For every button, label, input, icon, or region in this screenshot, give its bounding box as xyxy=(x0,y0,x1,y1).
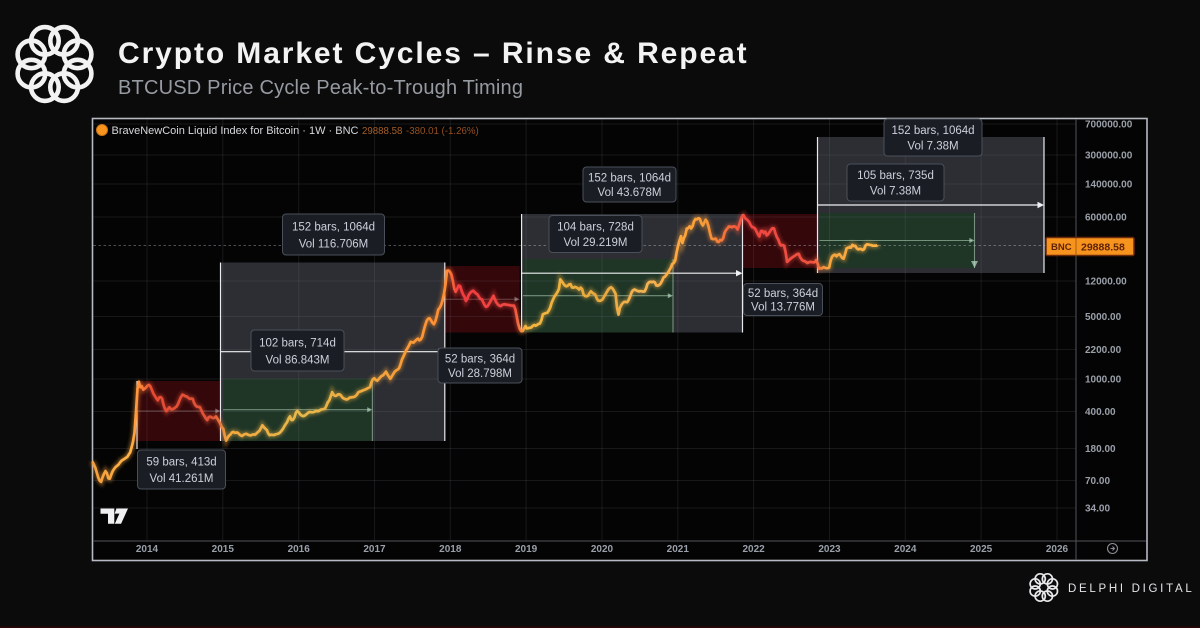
svg-text:2024: 2024 xyxy=(894,544,917,555)
svg-text:2014: 2014 xyxy=(136,544,159,555)
svg-text:Vol 7.38M: Vol 7.38M xyxy=(907,141,958,153)
svg-text:29888.58: 29888.58 xyxy=(1081,242,1125,254)
svg-text:12000.00: 12000.00 xyxy=(1085,276,1127,287)
svg-text:Vol 86.843M: Vol 86.843M xyxy=(266,355,330,367)
svg-text:2018: 2018 xyxy=(439,544,462,555)
svg-text:140000.00: 140000.00 xyxy=(1085,179,1133,190)
svg-text:BTCUSD Price Cycle Peak-to-Tro: BTCUSD Price Cycle Peak-to-Trough Timing xyxy=(118,77,523,99)
svg-text:Vol 43.678M: Vol 43.678M xyxy=(598,187,662,199)
svg-text:2017: 2017 xyxy=(363,544,386,555)
svg-text:Vol 28.798M: Vol 28.798M xyxy=(448,368,512,380)
svg-text:59 bars, 413d: 59 bars, 413d xyxy=(146,457,216,469)
svg-text:Vol 29.219M: Vol 29.219M xyxy=(564,237,628,249)
svg-text:105 bars, 735d: 105 bars, 735d xyxy=(857,170,934,182)
svg-text:BraveNewCoin Liquid Index for: BraveNewCoin Liquid Index for Bitcoin · … xyxy=(112,125,359,137)
svg-text:34.00: 34.00 xyxy=(1085,503,1110,514)
svg-text:2021: 2021 xyxy=(667,544,690,555)
svg-text:2200.00: 2200.00 xyxy=(1085,345,1122,356)
svg-text:DELPHI DIGITAL: DELPHI DIGITAL xyxy=(1068,583,1194,595)
svg-text:2026: 2026 xyxy=(1046,544,1069,555)
svg-text:2022: 2022 xyxy=(742,544,765,555)
svg-text:52 bars, 364d: 52 bars, 364d xyxy=(748,288,818,300)
svg-text:1000.00: 1000.00 xyxy=(1085,374,1122,385)
svg-text:300000.00: 300000.00 xyxy=(1085,150,1133,161)
svg-text:-380.01 (-1.26%): -380.01 (-1.26%) xyxy=(406,126,479,137)
svg-text:180.00: 180.00 xyxy=(1085,444,1116,455)
svg-text:2015: 2015 xyxy=(212,544,235,555)
svg-text:2016: 2016 xyxy=(288,544,311,555)
svg-text:Vol 7.38M: Vol 7.38M xyxy=(870,186,921,198)
svg-text:104 bars, 728d: 104 bars, 728d xyxy=(557,222,634,234)
svg-text:152 bars, 1064d: 152 bars, 1064d xyxy=(292,221,375,233)
svg-text:2019: 2019 xyxy=(515,544,538,555)
svg-text:52 bars, 364d: 52 bars, 364d xyxy=(445,354,515,366)
svg-text:70.00: 70.00 xyxy=(1085,476,1110,487)
svg-text:29888.58: 29888.58 xyxy=(362,126,402,137)
svg-text:2023: 2023 xyxy=(818,544,841,555)
svg-text:2025: 2025 xyxy=(970,544,993,555)
svg-text:Crypto Market Cycles – Rinse &: Crypto Market Cycles – Rinse & Repeat xyxy=(118,37,749,70)
svg-text:400.00: 400.00 xyxy=(1085,407,1116,418)
svg-text:700000.00: 700000.00 xyxy=(1085,119,1133,130)
svg-text:5000.00: 5000.00 xyxy=(1085,312,1122,323)
svg-text:Vol 116.706M: Vol 116.706M xyxy=(299,239,368,251)
svg-text:BNC: BNC xyxy=(1051,242,1072,253)
svg-text:Vol 41.261M: Vol 41.261M xyxy=(150,473,214,485)
svg-text:102 bars, 714d: 102 bars, 714d xyxy=(259,337,336,349)
svg-text:152 bars, 1064d: 152 bars, 1064d xyxy=(588,173,671,185)
svg-text:152 bars, 1064d: 152 bars, 1064d xyxy=(891,125,974,137)
svg-text:Vol 13.776M: Vol 13.776M xyxy=(751,302,815,314)
svg-text:60000.00: 60000.00 xyxy=(1085,212,1127,223)
svg-text:2020: 2020 xyxy=(591,544,614,555)
